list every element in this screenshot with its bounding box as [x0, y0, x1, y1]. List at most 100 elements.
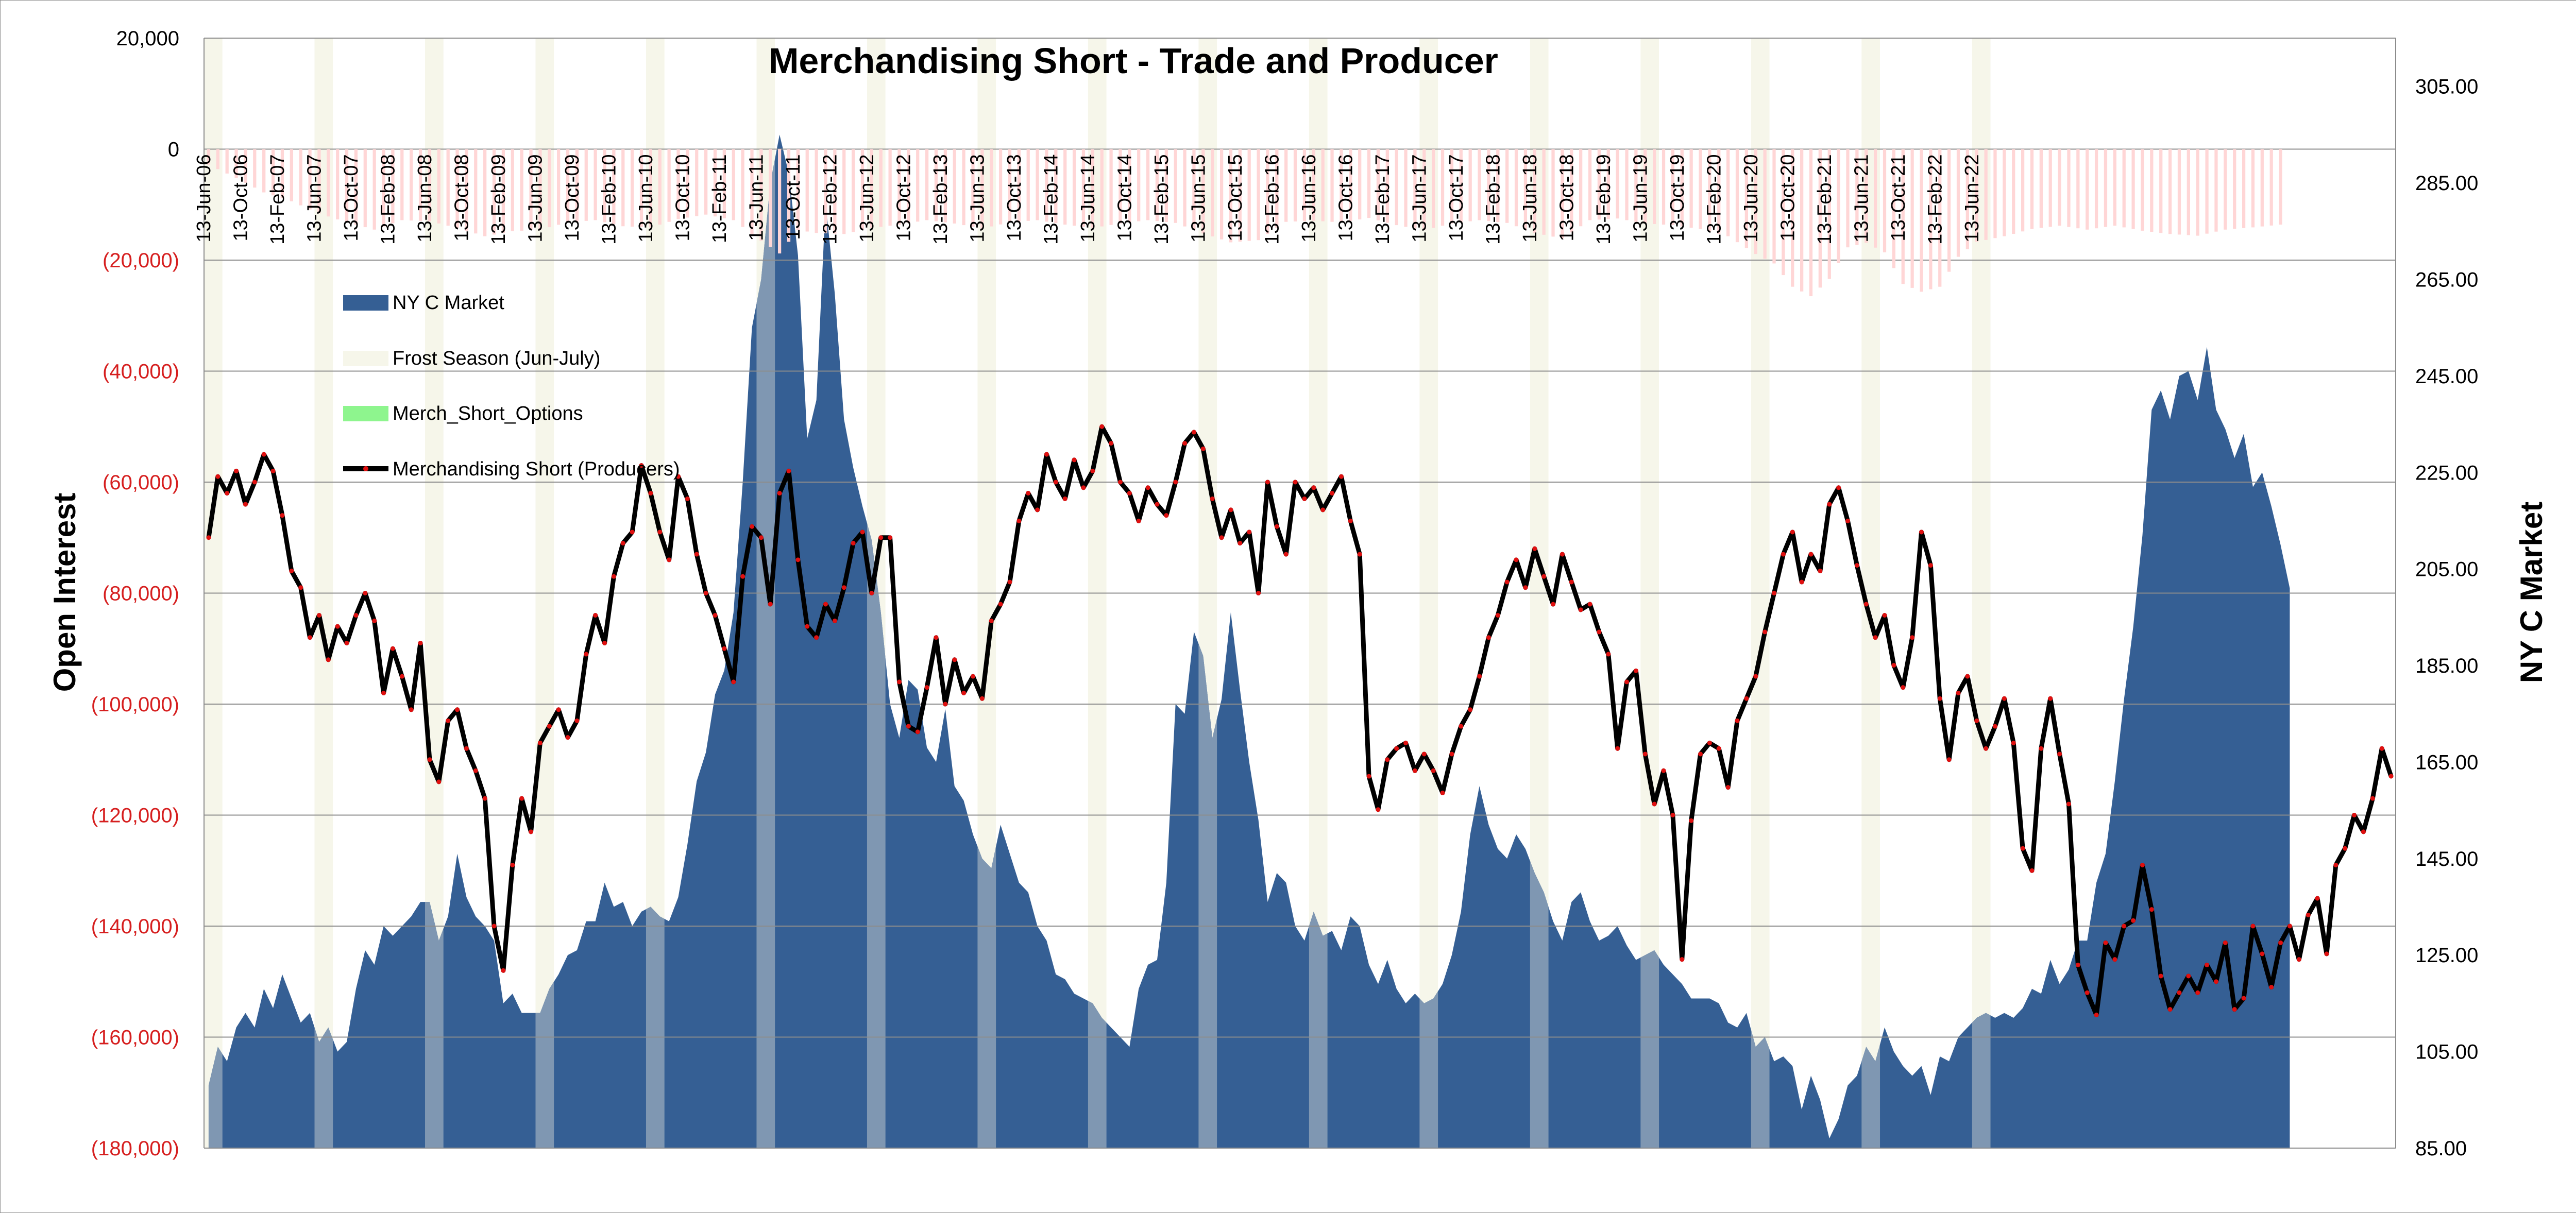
line-point	[2195, 990, 2200, 995]
options-bar	[1791, 149, 1794, 287]
options-bar	[1211, 149, 1214, 237]
line-point	[2388, 774, 2394, 779]
options-bar	[437, 149, 440, 224]
line-point	[2186, 973, 2191, 979]
y-tick-label: 0	[168, 139, 179, 161]
options-bar	[1146, 149, 1150, 220]
line-point	[289, 568, 294, 573]
line-point	[1523, 585, 1528, 590]
line-point	[1155, 502, 1160, 507]
y2-tick-label: 145.00	[2415, 848, 2478, 870]
options-bar	[1533, 149, 1536, 233]
options-bar	[1496, 149, 1500, 223]
merchandising-short-line	[206, 424, 2394, 1017]
line-point	[1173, 480, 1178, 485]
line-point	[565, 735, 570, 740]
line-point	[316, 613, 321, 618]
line-point	[970, 674, 975, 679]
options-bar	[1054, 149, 1058, 224]
line-point	[1808, 552, 1814, 557]
options-bar	[584, 149, 588, 221]
options-bar	[1312, 149, 1315, 221]
line-point	[1504, 579, 1510, 585]
line-point	[1652, 801, 1657, 807]
options-bar	[1653, 149, 1656, 224]
right-axis-ticks: 305.00 285.00 265.00 245.00 225.00 205.00 185.…	[2415, 76, 2478, 1160]
line-point	[326, 657, 331, 662]
options-bar	[1837, 149, 1840, 263]
line-point	[344, 640, 349, 645]
line-point	[1560, 552, 1565, 557]
x-tick-label: 13-Oct-15	[1225, 155, 1246, 242]
line-point	[1016, 518, 1022, 523]
x-axis-ticks: 13-Jun-06 13-Oct-06 13-Feb-07 13-Jun-07 13-O…	[193, 155, 1983, 245]
y2-tick-label: 185.00	[2415, 655, 2478, 677]
line-point	[215, 474, 221, 479]
line-point	[1385, 757, 1390, 762]
line-point	[722, 646, 727, 651]
line-point	[261, 452, 266, 457]
line-point	[519, 796, 524, 801]
options-bar	[1662, 149, 1666, 225]
line-point	[1772, 591, 1777, 595]
line-point	[363, 591, 368, 595]
options-bar	[621, 149, 625, 227]
line-point	[1790, 529, 1795, 535]
options-bar	[851, 149, 855, 232]
line-point	[1302, 496, 1307, 501]
options-bar	[1128, 149, 1131, 223]
line-point	[427, 757, 432, 762]
options-bar	[1109, 149, 1113, 225]
line-point	[1394, 746, 1399, 751]
options-bar	[639, 149, 643, 227]
line-point	[547, 724, 552, 729]
line-point	[206, 535, 211, 540]
x-tick-label: 13-Oct-18	[1556, 155, 1578, 242]
options-bar	[1818, 149, 1822, 288]
line-point	[1274, 524, 1279, 529]
options-bar	[336, 149, 340, 219]
options-bar	[815, 149, 818, 233]
options-bar	[1137, 149, 1141, 221]
options-bar	[2251, 149, 2255, 228]
options-bar	[1045, 149, 1048, 222]
options-bar	[225, 149, 229, 174]
line-point	[308, 635, 313, 640]
line-point	[2223, 940, 2228, 945]
y-tick-label: (160,000)	[91, 1027, 179, 1049]
options-bar	[860, 149, 865, 230]
options-bar	[501, 149, 505, 233]
line-point	[1680, 957, 1685, 962]
line-point	[888, 535, 893, 540]
line-point	[1799, 579, 1804, 585]
legend: NY C Market Frost Season (Jun-July) Merc…	[343, 292, 680, 480]
line-point	[1716, 746, 1721, 751]
options-bar	[1920, 149, 1923, 292]
options-bar	[1293, 149, 1297, 221]
line-point	[2167, 1007, 2173, 1012]
options-bar	[612, 149, 616, 225]
options-bar	[2269, 149, 2273, 226]
line-point	[851, 541, 856, 546]
options-bar	[1349, 149, 1352, 221]
line-point	[252, 480, 257, 485]
x-tick-label: 13-Oct-19	[1667, 155, 1688, 242]
line-point	[593, 613, 598, 618]
line-point	[1228, 507, 1233, 512]
options-bar	[2196, 149, 2199, 236]
options-bar	[998, 149, 1003, 225]
line-point	[1845, 518, 1850, 523]
legend-label-merch-short-options: Merch_Short_Options	[393, 403, 583, 424]
legend-label-frost-season: Frost Season (Jun-July)	[393, 348, 600, 369]
line-point	[2075, 962, 2080, 967]
x-tick-label: 13-Jun-19	[1630, 155, 1651, 243]
options-bar	[1036, 149, 1039, 220]
options-bar	[2233, 149, 2236, 229]
options-bar	[1257, 149, 1260, 241]
options-bar	[2086, 149, 2089, 230]
options-bar	[649, 149, 653, 228]
line-point	[2048, 696, 2053, 701]
options-bar	[953, 149, 956, 224]
line-point	[961, 690, 967, 695]
line-point	[1117, 480, 1123, 485]
